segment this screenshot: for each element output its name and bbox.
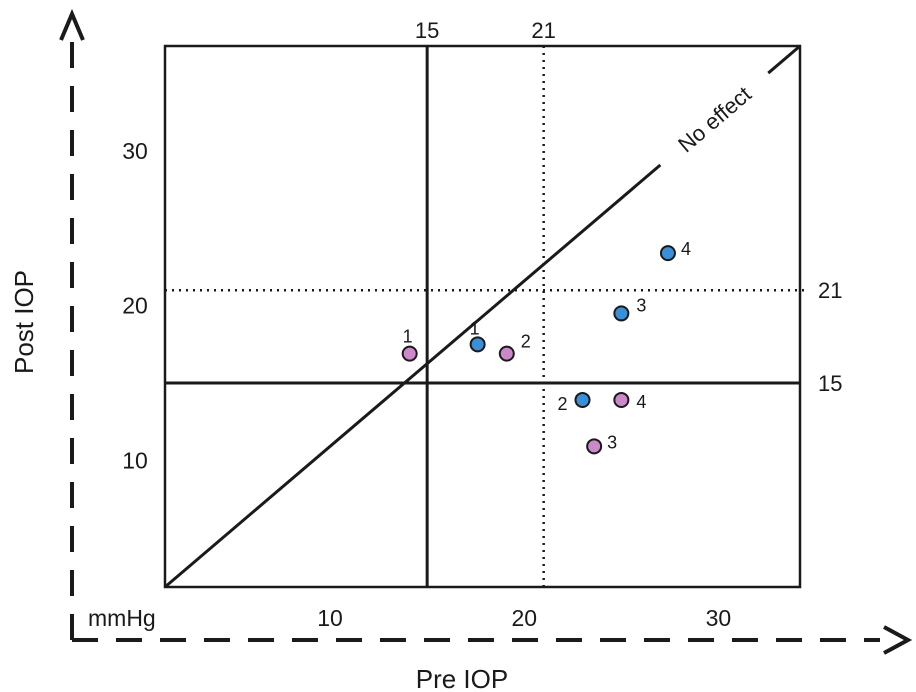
x-tick-label: 30 xyxy=(706,605,732,631)
y-axis-arrow-icon xyxy=(59,8,85,41)
outer-axes xyxy=(70,30,880,642)
x-axis-arrow-icon xyxy=(883,625,913,655)
data-point xyxy=(613,391,630,408)
data-point xyxy=(659,245,676,262)
no-effect-label: No effect xyxy=(673,81,756,157)
data-point xyxy=(613,305,630,322)
unit-label: mmHg xyxy=(88,605,156,631)
reference-label-right-21: 21 xyxy=(818,278,842,303)
y-tick-label: 10 xyxy=(122,447,148,473)
data-point-label: 3 xyxy=(636,295,646,315)
no-effect-line xyxy=(164,163,662,589)
data-point xyxy=(401,345,418,362)
no-effect-line-upper xyxy=(767,44,801,75)
data-point-label: 2 xyxy=(521,332,531,352)
y-tick-label: 30 xyxy=(122,138,148,164)
x-tick-label: 20 xyxy=(511,605,537,631)
y-tick-label: 20 xyxy=(122,293,148,319)
reference-label-top-15: 15 xyxy=(415,18,439,43)
reference-label-top-21: 21 xyxy=(531,18,555,43)
y-axis-title: Post IOP xyxy=(9,270,39,374)
data-point-label: 2 xyxy=(557,394,567,414)
y-tick-labels: 10 20 30 xyxy=(122,138,148,473)
data-point-label: 4 xyxy=(636,392,646,412)
data-point xyxy=(498,345,515,362)
data-point-label: 4 xyxy=(681,239,691,259)
reference-label-right-15: 15 xyxy=(818,371,842,396)
data-point xyxy=(574,391,591,408)
x-tick-labels: 10 20 30 xyxy=(317,605,731,631)
data-point-label: 3 xyxy=(607,432,617,452)
data-point-label: 1 xyxy=(403,327,413,347)
plot-frame xyxy=(163,44,802,589)
data-point xyxy=(469,336,486,353)
x-tick-label: 10 xyxy=(317,605,343,631)
data-point xyxy=(586,438,603,455)
data-point-label: 1 xyxy=(470,318,480,338)
x-axis-title: Pre IOP xyxy=(416,664,508,692)
